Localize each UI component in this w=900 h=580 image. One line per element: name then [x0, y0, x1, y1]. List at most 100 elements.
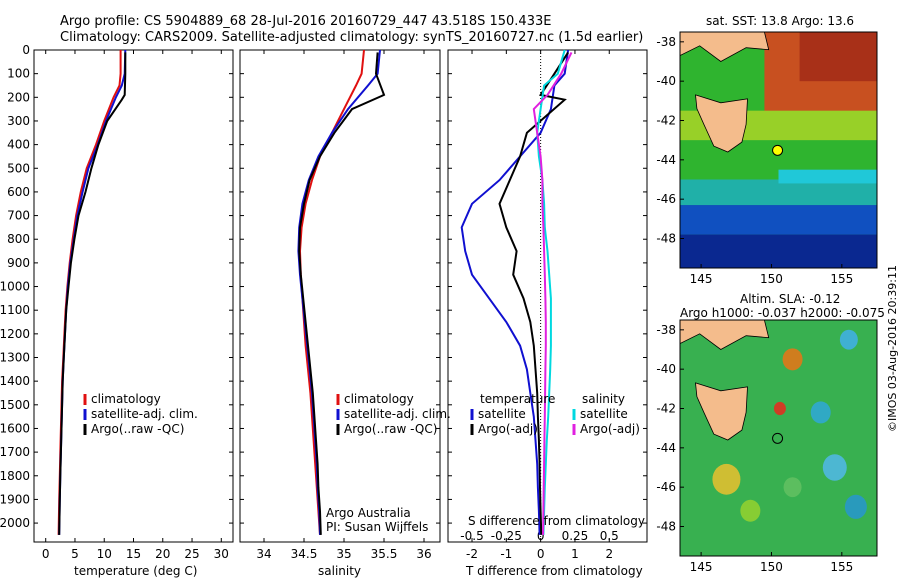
depth-tick-label: 1800 [0, 469, 30, 483]
depth-tick-label: 1000 [0, 280, 30, 294]
annotation-argo-australia: Argo Australia [326, 506, 411, 520]
sst-warmest [799, 32, 877, 82]
footer-stamp: ©IMOS 03-Aug-2016 20:39:11 [886, 265, 899, 432]
legend-diff-temp-0: satellite [478, 407, 526, 421]
x-tick-label: 10 [97, 547, 112, 561]
map-x-tick-label: 155 [830, 272, 853, 286]
figure-title-line2: Climatology: CARS2009. Satellite-adjuste… [60, 30, 644, 45]
x-top-tick-label: 0.25 [562, 529, 589, 543]
legend-diff-sal-title: salinity [582, 392, 625, 406]
x-tick-label: 35 [336, 547, 351, 561]
depth-tick-label: 1600 [0, 421, 30, 435]
sla-anomaly [839, 329, 858, 350]
x-top-tick-label: 0.5 [600, 529, 619, 543]
depth-tick-label: 2000 [0, 516, 30, 530]
sla-anomaly [810, 401, 831, 424]
tasmania-land [695, 94, 748, 153]
depth-tick-label: 1700 [0, 445, 30, 459]
plot-frame [447, 49, 648, 543]
x-tick-label: 35.5 [371, 547, 398, 561]
x-tick-label: 1 [571, 547, 579, 561]
legend-diff-temp-title: temperature [480, 392, 555, 406]
x-tick-label: 0 [537, 547, 545, 561]
sla-anomaly [740, 499, 761, 522]
sla-anomaly [822, 454, 847, 481]
x-tick-label: 25 [184, 547, 199, 561]
x-tick-label: 2 [605, 547, 613, 561]
depth-tick-label: 1200 [0, 327, 30, 341]
x-top-tick-label: -0.5 [460, 529, 483, 543]
sst-cool-east [778, 169, 877, 184]
figure-title-line1: Argo profile: CS 5904889_68 28-Jul-2016 … [60, 14, 552, 29]
legend-temp-1: satellite-adj. clim. [91, 407, 198, 421]
map-y-tick-label: -38 [656, 323, 676, 337]
x-tick-label: -1 [500, 547, 512, 561]
map-y-tick-label: -46 [656, 192, 676, 206]
depth-tick-label: 800 [7, 232, 30, 246]
depth-tick-label: 500 [7, 161, 30, 175]
map-x-tick-label: 150 [760, 272, 783, 286]
map-y-tick-label: -46 [656, 480, 676, 494]
tasmania-land [695, 382, 748, 441]
map-y-tick-label: -42 [656, 114, 676, 128]
map-y-tick-label: -44 [656, 153, 676, 167]
mainland-land [680, 32, 770, 62]
depth-tick-label: 1900 [0, 492, 30, 506]
map-y-tick-label: -40 [656, 362, 676, 376]
map-x-tick-label: 145 [690, 272, 713, 286]
series-line [536, 49, 566, 535]
depth-tick-label: 700 [7, 209, 30, 223]
argo-float-marker [772, 432, 784, 444]
series-line [297, 49, 381, 535]
series-line [498, 51, 569, 535]
map-x-tick-label: 150 [760, 560, 783, 574]
legend-sal-1: satellite-adj. clim. [344, 407, 451, 421]
series-line [460, 49, 570, 535]
depth-tick-label: 1300 [0, 351, 30, 365]
diff-xlabel: T difference from climatology [466, 564, 643, 578]
map-frame [679, 319, 878, 557]
legend-temp-0: climatology [91, 392, 161, 406]
map-field [680, 320, 877, 556]
depth-tick-label: 400 [7, 138, 30, 152]
x-tick-label: 30 [214, 547, 229, 561]
sla-field [680, 320, 877, 556]
argo-float-marker [772, 144, 784, 156]
map2-title: Altim. SLA: -0.12 [740, 292, 841, 306]
sla-anomaly [712, 463, 741, 495]
map-y-tick-label: -38 [656, 35, 676, 49]
map-x-tick-label: 145 [690, 560, 713, 574]
series-line [58, 49, 127, 535]
depth-tick-label: 600 [7, 185, 30, 199]
depth-tick-label: 1500 [0, 398, 30, 412]
x-tick-label: 34 [256, 547, 271, 561]
legend-diff-temp-1: Argo(-adj) [478, 422, 538, 436]
x-top-tick-label: -0.25 [491, 529, 522, 543]
legend-sal-2: Argo(..raw -QC) [344, 422, 437, 436]
map-y-tick-label: -42 [656, 402, 676, 416]
x-tick-label: -2 [466, 547, 478, 561]
sla-anomaly [773, 401, 786, 416]
legend-diff-sal-1: Argo(-adj) [580, 422, 640, 436]
plot-frame [33, 49, 234, 543]
depth-tick-label: 900 [7, 256, 30, 270]
map-frame [679, 31, 878, 269]
x-tick-label: 0 [42, 547, 50, 561]
sla-anomaly [844, 494, 867, 519]
map1-title: sat. SST: 13.8 Argo: 13.6 [706, 14, 855, 28]
sla-anomaly [782, 348, 803, 371]
map-field [680, 32, 877, 268]
depth-tick-label: 0 [22, 43, 30, 57]
map-x-tick-label: 155 [830, 560, 853, 574]
sst-coldest [680, 234, 877, 268]
diff-xlabel-top: S difference from climatology [468, 514, 645, 528]
mainland-land [680, 320, 770, 350]
x-tick-label: 5 [71, 547, 79, 561]
sal-xlabel: salinity [318, 564, 362, 578]
series-line [532, 51, 573, 535]
plot-frame [239, 49, 441, 543]
depth-tick-label: 100 [7, 67, 30, 81]
map-y-tick-label: -40 [656, 74, 676, 88]
series-line [298, 49, 365, 535]
